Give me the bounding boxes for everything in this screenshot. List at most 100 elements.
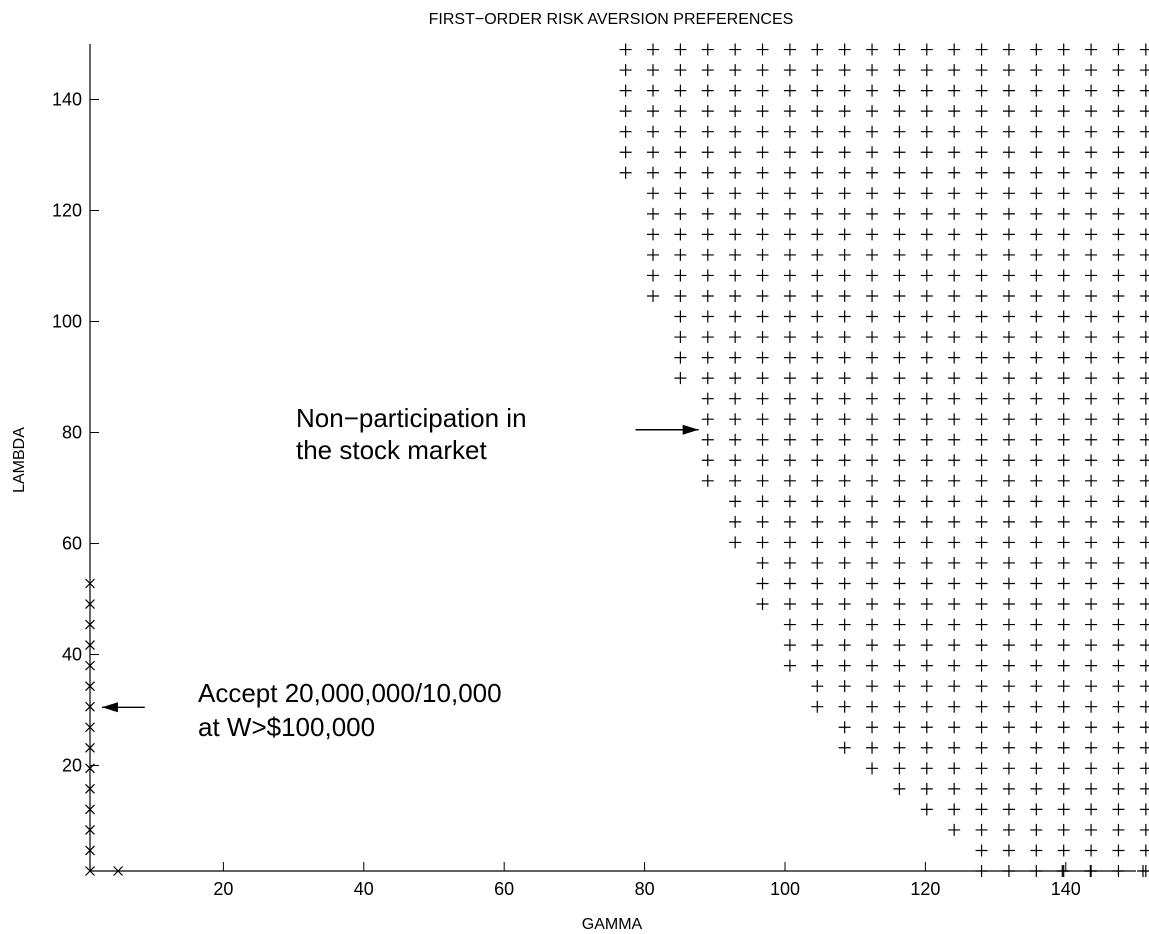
plus-point [975,762,988,775]
plus-point [893,536,906,549]
plus-point [948,515,961,528]
plus-point [1085,454,1098,467]
plus-point [1085,187,1098,200]
plus-point [1057,844,1070,857]
plus-point [647,248,660,261]
plus-point [1030,207,1043,220]
plus-point [1085,803,1098,816]
plus-point [674,351,687,364]
plus-point [701,105,714,118]
plus-point [975,269,988,282]
plus-point [1139,618,1149,631]
plus-point [756,310,769,323]
plus-point [1139,166,1149,179]
plus-point [866,536,879,549]
plus-point [838,84,851,97]
plus-point [1030,741,1043,754]
plus-point [783,125,796,138]
plus-point [1002,454,1015,467]
plus-point [1112,433,1125,446]
plus-point [1057,228,1070,241]
plus-point [1057,536,1070,549]
plus-point [1002,721,1015,734]
plus-point [1030,125,1043,138]
plus-point [838,618,851,631]
plus-point [975,639,988,652]
plus-point [1085,207,1098,220]
plus-point [756,248,769,261]
plus-point [811,577,824,590]
plus-point [920,721,933,734]
annotation-text: at W>$100,000 [198,712,375,742]
plus-point [1112,700,1125,713]
plus-point [975,310,988,323]
plus-point [1002,84,1015,97]
plus-point [920,598,933,611]
plus-point [975,803,988,816]
plus-point [701,392,714,405]
plus-point [1112,413,1125,426]
plus-point [729,536,742,549]
plus-point [1139,146,1149,159]
plus-point [893,248,906,261]
plus-point [948,782,961,795]
plus-point [893,433,906,446]
plus-point [811,618,824,631]
plus-point [1112,495,1125,508]
plus-point [1085,228,1098,241]
plus-point [866,762,879,775]
plus-point [1002,269,1015,282]
plus-point [729,413,742,426]
plus-point [975,372,988,385]
plus-point [674,289,687,302]
plus-point [619,43,632,56]
plus-point [920,659,933,672]
plus-point [647,64,660,77]
plus-point [701,289,714,302]
plus-point [920,577,933,590]
plus-point [975,598,988,611]
plus-point [1030,556,1043,569]
plus-point [893,495,906,508]
plus-point [920,166,933,179]
plus-point [674,228,687,241]
plus-point [920,495,933,508]
plus-point [756,598,769,611]
plus-point [948,721,961,734]
plus-point [1112,166,1125,179]
plus-point [1057,577,1070,590]
plus-point [756,495,769,508]
plus-point [838,187,851,200]
plus-point [1057,515,1070,528]
plus-point [1030,248,1043,261]
plus-point [920,187,933,200]
plus-point [674,310,687,323]
y-tick-label: 120 [52,201,82,221]
plus-point [893,392,906,405]
plus-point [701,331,714,344]
plus-point [1112,310,1125,323]
plus-point [783,372,796,385]
plus-point [811,700,824,713]
plus-point [1112,823,1125,836]
plus-point [1057,803,1070,816]
plus-point [1030,187,1043,200]
plus-point [920,762,933,775]
plus-point [1030,166,1043,179]
plus-point [1085,125,1098,138]
plus-point [866,187,879,200]
plus-point [1139,474,1149,487]
x-tick-label: 120 [910,879,940,899]
plus-point [866,433,879,446]
plus-point [783,454,796,467]
plus-point [619,146,632,159]
plus-point [975,248,988,261]
plus-point [1112,762,1125,775]
plus-point [920,84,933,97]
plus-point [1085,474,1098,487]
plus-point [756,351,769,364]
plus-point [756,474,769,487]
plus-point [948,803,961,816]
plus-point [920,248,933,261]
plus-point [756,43,769,56]
